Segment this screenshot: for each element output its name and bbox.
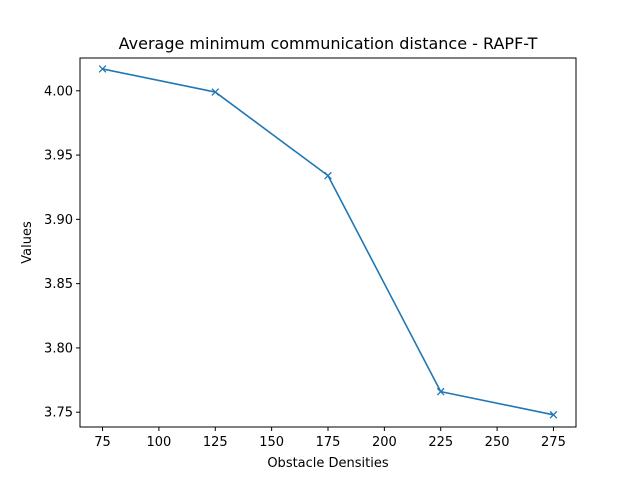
x-tick-label: 100 xyxy=(146,435,171,450)
x-tick-label: 275 xyxy=(541,435,566,450)
y-tick-label: 3.80 xyxy=(44,341,73,356)
y-tick-label: 3.75 xyxy=(44,406,73,421)
y-tick-label: 3.95 xyxy=(44,149,73,164)
y-tick-label: 3.85 xyxy=(44,277,73,292)
y-tick-label: 4.00 xyxy=(44,84,73,99)
plot-frame xyxy=(79,57,577,428)
data-point xyxy=(549,410,558,419)
data-point xyxy=(98,65,107,73)
x-tick-label: 250 xyxy=(485,435,510,450)
x-tick-label: 150 xyxy=(259,435,284,450)
plot-area xyxy=(80,58,576,427)
y-tick-label: 3.90 xyxy=(44,213,73,228)
data-point xyxy=(436,387,445,396)
series-layer xyxy=(98,65,558,419)
x-tick-label: 200 xyxy=(372,435,397,450)
x-tick-label: 175 xyxy=(316,435,341,450)
x-tick-label: 225 xyxy=(428,435,453,450)
x-tick-label: 125 xyxy=(203,435,228,450)
chart-title: Average minimum communication distance -… xyxy=(119,34,538,53)
x-tick-label: 75 xyxy=(94,435,111,450)
x-axis-ticks: 75 100 125 150 175 200 225 250 275 xyxy=(94,427,566,450)
y-axis-title: Values xyxy=(20,221,35,264)
data-point xyxy=(211,88,220,96)
y-axis-ticks: 3.75 3.80 3.85 3.90 3.95 4.00 xyxy=(44,84,80,421)
data-point xyxy=(324,171,332,180)
x-axis-title: Obstacle Densities xyxy=(267,456,389,471)
